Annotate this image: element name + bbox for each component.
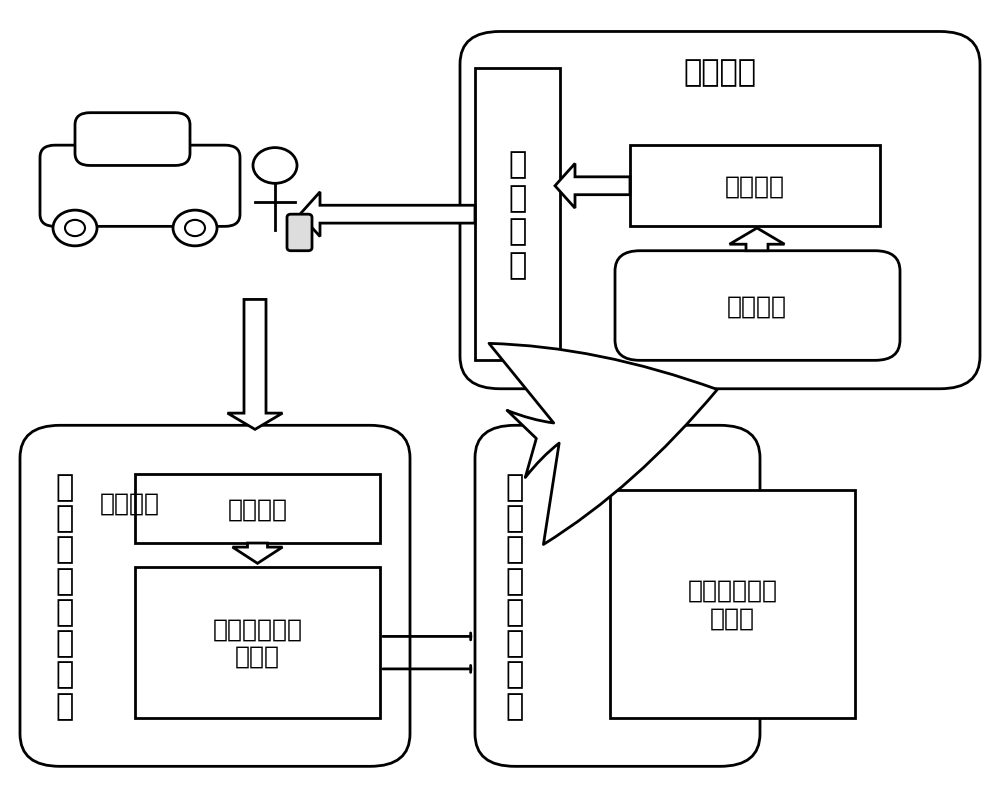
FancyBboxPatch shape bbox=[460, 32, 980, 389]
Text: 定损模块: 定损模块 bbox=[684, 58, 757, 88]
FancyBboxPatch shape bbox=[475, 69, 560, 361]
FancyArrow shape bbox=[232, 543, 283, 564]
FancyBboxPatch shape bbox=[287, 215, 312, 251]
Text: 损伤部件的损
伤程度: 损伤部件的损 伤程度 bbox=[688, 578, 778, 630]
Text: 现场视频: 现场视频 bbox=[100, 491, 160, 515]
FancyBboxPatch shape bbox=[75, 114, 190, 166]
Circle shape bbox=[65, 221, 85, 237]
FancyBboxPatch shape bbox=[610, 491, 855, 718]
Text: 维修方案: 维修方案 bbox=[725, 174, 785, 199]
FancyBboxPatch shape bbox=[135, 568, 380, 718]
Circle shape bbox=[173, 211, 217, 247]
Text: 定
损
文
件: 定 损 文 件 bbox=[509, 150, 527, 280]
Text: 受
损
部
件
标
注
模
块: 受 损 部 件 标 注 模 块 bbox=[56, 472, 74, 720]
Circle shape bbox=[253, 148, 297, 184]
FancyArrow shape bbox=[300, 193, 475, 237]
FancyArrow shape bbox=[555, 165, 630, 209]
FancyBboxPatch shape bbox=[615, 251, 900, 361]
FancyBboxPatch shape bbox=[475, 426, 760, 766]
Circle shape bbox=[53, 211, 97, 247]
FancyBboxPatch shape bbox=[135, 474, 380, 543]
Text: 现场视频: 现场视频 bbox=[228, 497, 288, 521]
Circle shape bbox=[185, 221, 205, 237]
FancyBboxPatch shape bbox=[40, 146, 240, 227]
Text: 损伤部件及损
伤区域: 损伤部件及损 伤区域 bbox=[212, 616, 302, 668]
FancyBboxPatch shape bbox=[630, 146, 880, 227]
FancyArrow shape bbox=[730, 229, 784, 251]
FancyArrow shape bbox=[228, 300, 283, 430]
Text: 受
损
程
度
标
注
模
块: 受 损 程 度 标 注 模 块 bbox=[506, 472, 524, 720]
FancyBboxPatch shape bbox=[20, 426, 410, 766]
Text: 定损模型: 定损模型 bbox=[727, 294, 787, 319]
